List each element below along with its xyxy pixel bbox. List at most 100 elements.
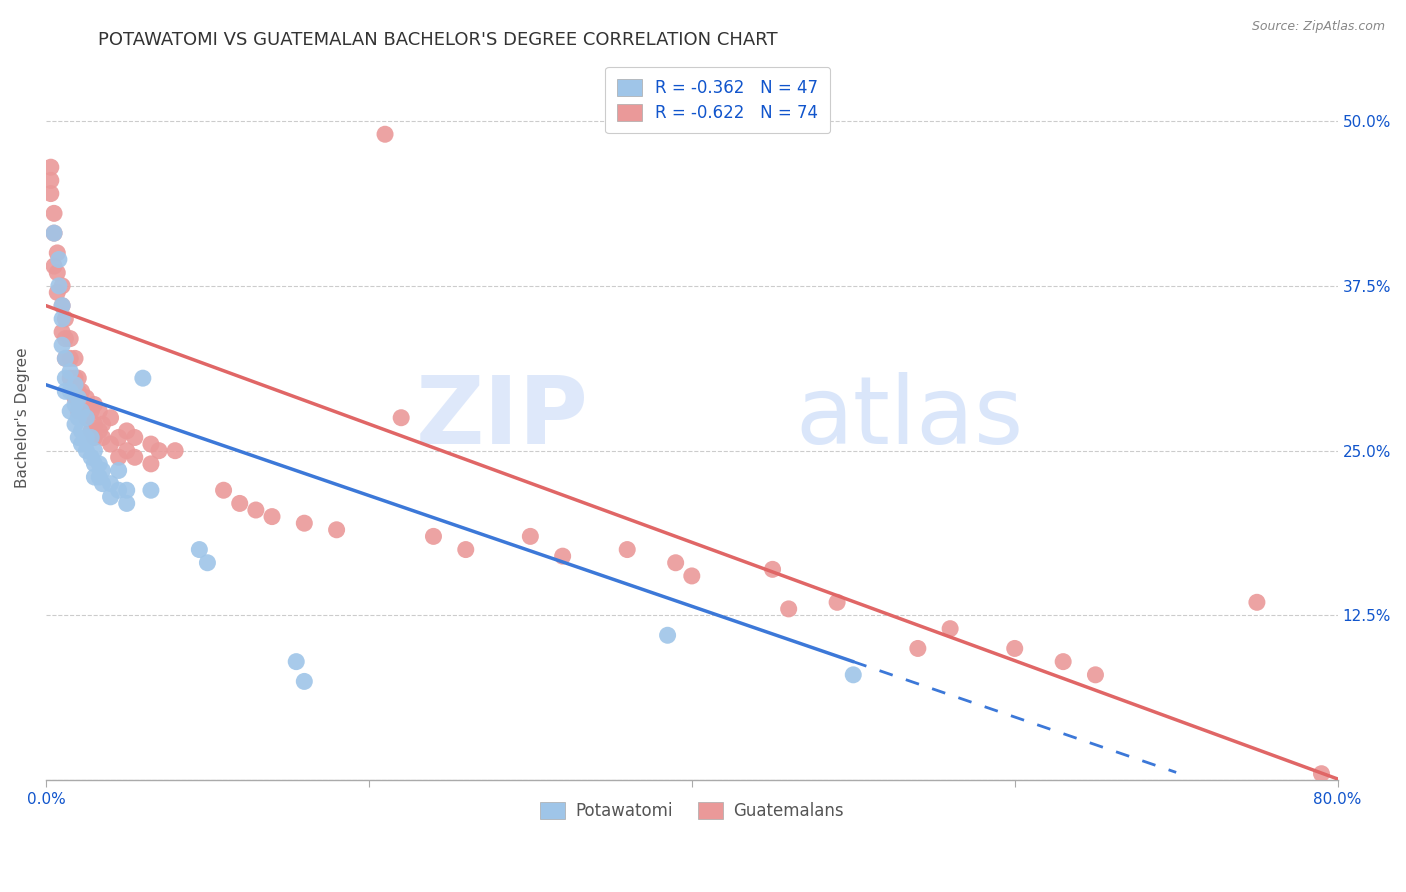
Point	[83, 457, 105, 471]
Point	[91, 463, 114, 477]
Point	[59, 384, 82, 399]
Point	[124, 450, 146, 465]
Point	[83, 398, 105, 412]
Point	[681, 569, 703, 583]
Point	[70, 424, 93, 438]
Point	[75, 410, 97, 425]
Point	[42, 226, 65, 240]
Point	[59, 332, 82, 346]
Point	[148, 443, 170, 458]
Point	[107, 430, 129, 444]
Point	[842, 668, 865, 682]
Point	[107, 483, 129, 498]
Point	[75, 430, 97, 444]
Point	[53, 351, 76, 366]
Point	[139, 437, 162, 451]
Point	[67, 430, 90, 444]
Text: ZIP: ZIP	[416, 372, 589, 464]
Point	[48, 252, 70, 267]
Point	[63, 351, 86, 366]
Point	[285, 655, 308, 669]
Point	[1052, 655, 1074, 669]
Point	[100, 490, 122, 504]
Point	[63, 371, 86, 385]
Point	[1004, 641, 1026, 656]
Point	[67, 404, 90, 418]
Point	[59, 371, 82, 385]
Point	[53, 311, 76, 326]
Point	[616, 542, 638, 557]
Point	[51, 338, 73, 352]
Point	[228, 496, 250, 510]
Point	[91, 417, 114, 432]
Point	[91, 476, 114, 491]
Point	[67, 410, 90, 425]
Point	[75, 391, 97, 405]
Point	[75, 410, 97, 425]
Point	[325, 523, 347, 537]
Point	[83, 430, 105, 444]
Point	[63, 417, 86, 432]
Point	[42, 206, 65, 220]
Point	[53, 351, 76, 366]
Point	[80, 424, 103, 438]
Point	[53, 371, 76, 385]
Point	[115, 424, 138, 438]
Point	[39, 160, 62, 174]
Point	[63, 391, 86, 405]
Point	[1246, 595, 1268, 609]
Point	[165, 443, 187, 458]
Point	[83, 470, 105, 484]
Point	[107, 463, 129, 477]
Point	[907, 641, 929, 656]
Point	[139, 483, 162, 498]
Point	[39, 186, 62, 201]
Point	[292, 516, 315, 531]
Point	[63, 398, 86, 412]
Point	[53, 384, 76, 399]
Point	[67, 391, 90, 405]
Point	[100, 476, 122, 491]
Point	[132, 371, 155, 385]
Point	[83, 417, 105, 432]
Point	[46, 246, 69, 260]
Point	[89, 424, 111, 438]
Point	[80, 430, 103, 444]
Point	[39, 173, 62, 187]
Point	[70, 404, 93, 418]
Point	[51, 278, 73, 293]
Point	[75, 443, 97, 458]
Point	[115, 496, 138, 510]
Point	[761, 562, 783, 576]
Point	[1084, 668, 1107, 682]
Point	[63, 377, 86, 392]
Point	[825, 595, 848, 609]
Point	[939, 622, 962, 636]
Point	[70, 384, 93, 399]
Point	[245, 503, 267, 517]
Point	[188, 542, 211, 557]
Point	[89, 470, 111, 484]
Point	[100, 410, 122, 425]
Point	[48, 278, 70, 293]
Point	[292, 674, 315, 689]
Point	[551, 549, 574, 563]
Point	[115, 483, 138, 498]
Point	[51, 325, 73, 339]
Point	[454, 542, 477, 557]
Point	[46, 266, 69, 280]
Point	[70, 437, 93, 451]
Point	[42, 259, 65, 273]
Point	[53, 332, 76, 346]
Point	[107, 450, 129, 465]
Y-axis label: Bachelor's Degree: Bachelor's Degree	[15, 347, 30, 488]
Point	[665, 556, 688, 570]
Point	[657, 628, 679, 642]
Point	[389, 410, 412, 425]
Point	[91, 430, 114, 444]
Point	[59, 404, 82, 418]
Point	[778, 602, 800, 616]
Point	[80, 450, 103, 465]
Point	[83, 443, 105, 458]
Point	[89, 404, 111, 418]
